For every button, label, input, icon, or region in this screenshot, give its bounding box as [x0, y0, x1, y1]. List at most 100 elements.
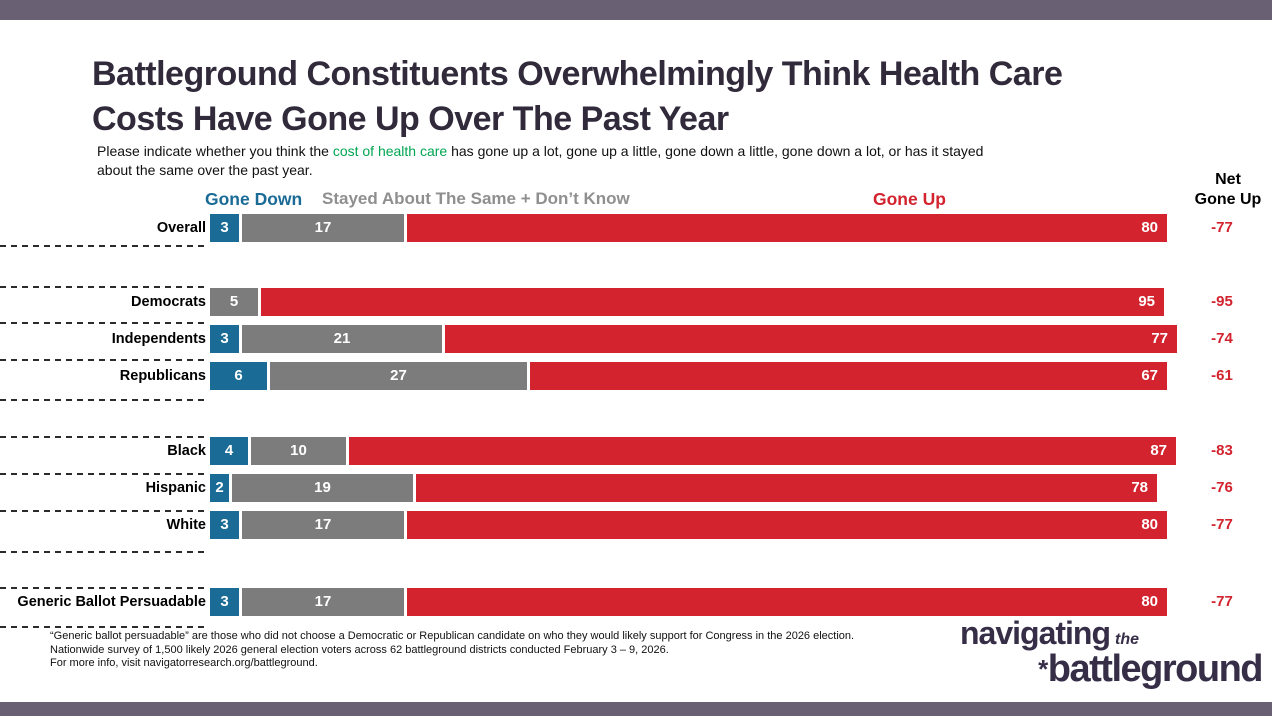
category-label: Generic Ballot Persuadable — [17, 594, 206, 610]
dashed-separator — [0, 510, 206, 512]
category-label: Democrats — [131, 294, 206, 310]
bar-value: 87 — [1150, 442, 1167, 459]
bar-value: 80 — [1141, 219, 1158, 236]
question-suffix: has gone up a lot, gone up a little, gon… — [447, 143, 984, 159]
net-gone-up-value: -74 — [1211, 330, 1233, 347]
category-label: Black — [167, 443, 206, 459]
survey-question: Please indicate whether you think the co… — [97, 142, 983, 180]
bar-value: 3 — [220, 330, 229, 347]
bar-segment-gone-up: 78 — [416, 474, 1157, 502]
bar-segment-gone-down: 4 — [210, 437, 248, 465]
title-line-1: Battleground Constituents Overwhelmingly… — [92, 55, 1063, 93]
dashed-separator — [0, 322, 206, 324]
category-label: Hispanic — [145, 480, 206, 496]
dashed-separator — [0, 587, 206, 589]
bar-segment-stayed: 27 — [270, 362, 527, 390]
bar-segment-gone-up: 80 — [407, 588, 1167, 616]
navigating-the-battleground-logo: navigating the *battleground — [960, 617, 1264, 689]
bar-segment-gone-down: 3 — [210, 511, 239, 539]
bar-value: 4 — [224, 442, 234, 459]
dashed-separator — [0, 626, 206, 628]
net-header-line1: Net — [1215, 171, 1241, 188]
bar-value: 10 — [290, 442, 307, 459]
bar-value: 95 — [1138, 293, 1155, 310]
bar-value: 27 — [390, 367, 407, 384]
page-title: Battleground Constituents Overwhelmingly… — [92, 52, 1063, 142]
footnotes: “Generic ballot persuadable” are those w… — [50, 630, 902, 671]
bar-value: 6 — [234, 367, 243, 384]
dashed-separator — [0, 436, 206, 438]
dashed-separator — [0, 399, 206, 401]
net-gone-up-header: Net Gone Up — [1182, 170, 1272, 210]
category-label: White — [166, 517, 206, 533]
legend-gone-up: Gone Up — [873, 189, 946, 209]
bar-segment-gone-up: 80 — [407, 214, 1167, 242]
net-header-line2: Gone Up — [1194, 191, 1262, 208]
bar-segment-gone-up: 80 — [407, 511, 1167, 539]
category-label: Republicans — [119, 368, 206, 384]
bar-segment-stayed: 5 — [210, 288, 258, 316]
title-line-2: Costs Have Gone Up Over The Past Year — [92, 100, 729, 138]
logo-battleground: battleground — [1047, 648, 1264, 690]
bar-segment-gone-down: 3 — [210, 588, 239, 616]
legend-stayed-same: Stayed About The Same + Don’t Know — [322, 189, 630, 208]
logo-asterisk-icon: * — [1038, 654, 1048, 684]
bar-value: 67 — [1141, 367, 1158, 384]
net-gone-up-value: -83 — [1211, 442, 1233, 459]
footnote-methodology: Nationwide survey of 1,500 likely 2026 g… — [50, 643, 669, 656]
logo-navigating: navigating — [960, 615, 1111, 651]
bar-segment-gone-down: 2 — [210, 474, 229, 502]
bar-segment-gone-down: 3 — [210, 214, 239, 242]
net-gone-up-value: -95 — [1211, 293, 1233, 310]
footnote-more-info: For more info, visit navigatorresearch.o… — [50, 657, 318, 669]
bar-segment-stayed: 17 — [242, 214, 404, 242]
bar-segment-gone-up: 87 — [349, 437, 1176, 465]
bar-segment-stayed: 19 — [232, 474, 413, 502]
bar-value: 80 — [1141, 593, 1158, 610]
bar-value: 17 — [314, 593, 332, 610]
bar-segment-stayed: 17 — [242, 588, 404, 616]
net-gone-up-value: -76 — [1211, 479, 1233, 496]
category-label: Independents — [111, 331, 206, 347]
logo-line1: navigating the — [960, 617, 1262, 656]
question-line2: about the same over the past year. — [97, 162, 313, 178]
bar-segment-gone-down: 6 — [210, 362, 267, 390]
dashed-separator — [0, 359, 206, 361]
category-label: Overall — [156, 220, 206, 236]
bar-value: 77 — [1151, 330, 1168, 347]
bar-segment-gone-down: 3 — [210, 325, 239, 353]
bar-value: 17 — [314, 516, 332, 533]
legend-gone-down: Gone Down — [205, 189, 303, 209]
bar-value: 80 — [1141, 516, 1158, 533]
net-gone-up-value: -77 — [1211, 219, 1233, 236]
bar-value: 21 — [333, 330, 351, 347]
question-highlight: cost of health care — [332, 143, 448, 159]
logo-the: the — [1115, 631, 1140, 648]
bar-value: 78 — [1131, 479, 1148, 496]
bar-value: 3 — [220, 516, 229, 533]
bottom-border-bar — [0, 702, 1272, 716]
net-gone-up-value: -61 — [1211, 367, 1233, 384]
bar-value: 17 — [314, 219, 332, 236]
bar-segment-gone-up: 77 — [445, 325, 1177, 353]
bar-segment-stayed: 10 — [251, 437, 346, 465]
dashed-separator — [0, 286, 206, 288]
dashed-separator — [0, 551, 206, 553]
top-border-bar — [0, 0, 1272, 20]
bar-segment-gone-up: 67 — [530, 362, 1167, 390]
bar-value: 5 — [229, 293, 239, 310]
bar-value: 3 — [220, 593, 229, 610]
bar-segment-stayed: 21 — [242, 325, 442, 353]
logo-line2: *battleground — [960, 650, 1263, 689]
dashed-separator — [0, 473, 206, 475]
bar-value: 19 — [314, 479, 331, 496]
question-prefix: Please indicate whether you think the — [97, 143, 333, 159]
net-gone-up-value: -77 — [1211, 516, 1233, 533]
bar-value: 2 — [215, 479, 224, 496]
net-gone-up-value: -77 — [1211, 593, 1233, 610]
bar-segment-gone-up: 95 — [261, 288, 1164, 316]
dashed-separator — [0, 245, 206, 247]
bar-value: 3 — [220, 219, 229, 236]
